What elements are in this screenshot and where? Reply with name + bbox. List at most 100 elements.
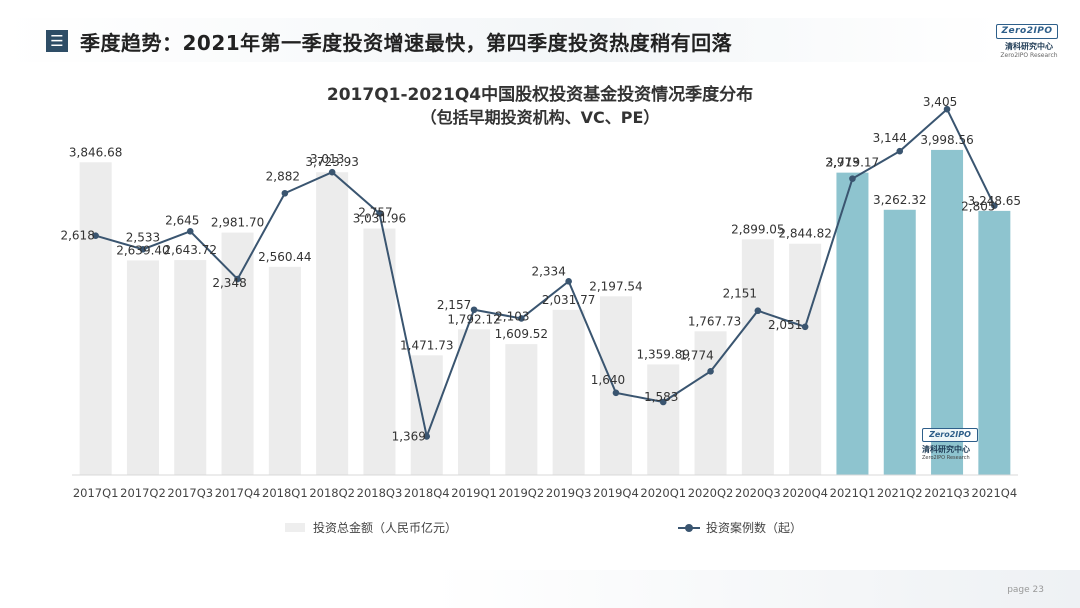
x-tick-2018Q4: 2018Q4 [404,486,450,500]
line-point-2019Q2 [518,315,525,322]
bar-2017Q3 [174,260,207,475]
header-bar [0,18,1000,62]
bar-label-2017Q4: 2,981.70 [211,216,264,230]
line-point-2017Q1 [92,232,99,239]
line-point-2019Q3 [565,278,572,285]
x-tick-2017Q3: 2017Q3 [167,486,213,500]
bar-2017Q1 [79,162,112,475]
x-tick-2017Q4: 2017Q4 [215,486,261,500]
line-label-2021Q2: 3,144 [873,131,907,145]
bar-2020Q1 [647,364,680,475]
bar-2019Q4 [599,296,632,475]
x-tick-2019Q2: 2019Q2 [499,486,545,500]
bar-2021Q1 [836,172,869,476]
bar-label-2020Q1: 1,359.89 [637,347,690,361]
zero2ipo-logo: Zero2IPO 清科研究中心 Zero2IPO Research [996,24,1062,60]
line-point-2021Q2 [896,147,904,155]
line-point-2018Q2 [328,168,336,176]
bar-2020Q3 [741,239,774,475]
bar-2021Q2 [883,209,916,475]
line-label-2019Q3: 2,334 [531,264,565,278]
menu-icon: ☰ [46,30,68,52]
legend-line: 投资案例数（起） [678,519,802,536]
bar-label-2017Q2: 2,639.40 [116,243,169,257]
line-point-2017Q3 [186,228,194,235]
x-tick-2020Q2: 2020Q2 [688,486,734,500]
legend-line-label: 投资案例数（起） [706,521,803,535]
line-label-2020Q1: 1,583 [644,390,678,404]
bar-2019Q3 [552,309,585,475]
bar-2017Q2 [126,260,159,475]
line-point-2020Q3 [754,307,762,315]
bar-2020Q4 [789,243,822,475]
line-point-2017Q2 [139,246,147,253]
line-label-2019Q4: 1,640 [591,373,625,387]
line-point-2021Q1 [849,175,856,182]
line-label-2018Q3: 2,757 [358,205,392,219]
line-label-2018Q4: 1,369 [392,429,426,443]
chart-subtitle: （包括早期投资机构、VC、PE） [420,108,660,127]
line-point-2019Q1 [470,306,478,314]
line-label-2021Q1: 2,973 [825,156,859,170]
line-label-2017Q3: 2,645 [165,213,199,227]
x-tick-2019Q3: 2019Q3 [546,486,592,500]
x-tick-2021Q4: 2021Q4 [972,486,1018,500]
chart-title: 2017Q1-2021Q4中国股权投资基金投资情况季度分布 [326,85,754,105]
x-tick-2021Q1: 2021Q1 [830,486,876,500]
line-label-2020Q3: 2,151 [723,287,757,301]
bar-label-2020Q3: 2,899.05 [731,222,784,236]
bar-label-2018Q2: 3,723.93 [305,155,358,169]
logo-cn-text: 清科研究中心 [1005,42,1053,51]
bar-label-2019Q2: 1,609.52 [495,327,548,341]
bar-label-2019Q3: 2,031.77 [542,293,595,307]
bar-2019Q2 [505,344,538,475]
bar-2021Q3 [931,149,964,476]
line-point-2020Q1 [659,398,667,406]
watermark-en-text: Zero2IPO Research [922,455,970,461]
line-series-path [95,107,996,440]
bar-label-2019Q4: 2,197.54 [589,279,642,293]
line-point-2021Q3 [943,105,951,113]
line-label-2019Q2: 2,103 [495,309,529,323]
legend-bar: 投资总金额（人民币亿元） [285,519,457,536]
bar-label-2017Q3: 2,643.72 [164,243,217,257]
logo-en-text: Zero2IPO Research [1000,52,1058,59]
bar-2018Q3 [363,228,396,475]
bar-2018Q4 [410,355,443,475]
line-label-2018Q1: 2,882 [266,169,300,183]
bar-label-2021Q2: 3,262.32 [873,193,926,207]
line-label-2019Q1: 2,157 [437,298,471,312]
line-point-2017Q4 [234,275,241,283]
line-label-2017Q1: 2,618 [60,229,94,243]
line-label-2020Q2: 1,774 [679,348,713,362]
bar-2017Q4 [221,232,254,475]
legend-bar-swatch [285,523,305,532]
x-tick-2020Q3: 2020Q3 [735,486,781,500]
bar-2019Q1 [458,329,491,475]
page-title: 季度趋势：2021年第一季度投资增速最快，第四季度投资热度稍有回落 [80,31,733,55]
line-point-2020Q2 [707,368,714,375]
line-point-2018Q4 [423,433,431,440]
x-tick-2020Q1: 2020Q1 [640,486,686,500]
line-label-2021Q4: 2,805 [961,200,995,214]
x-tick-2018Q2: 2018Q2 [309,486,355,500]
line-point-2019Q4 [612,389,620,397]
line-point-2018Q3 [376,210,383,217]
bar-label-2020Q4: 2,844.82 [778,227,831,241]
x-tick-2021Q3: 2021Q3 [924,486,970,500]
footer-band [0,570,1080,608]
watermark-mark: Zero2IPO [922,428,978,442]
line-label-2017Q4: 2,348 [212,276,246,290]
bar-label-2020Q2: 1,767.73 [688,314,741,328]
line-label-2018Q2: 3,013 [310,152,344,166]
bar-label-2021Q3: 3,998.56 [920,133,973,147]
bar-label-2021Q4: 3,248.65 [968,194,1021,208]
line-point-2018Q1 [281,189,289,197]
legend-line-swatch [678,523,700,533]
x-tick-2018Q3: 2018Q3 [357,486,403,500]
x-tick-2020Q4: 2020Q4 [782,486,828,500]
bar-2018Q1 [268,266,301,475]
bar-label-2019Q1: 1,792.12 [447,312,500,326]
legend-bar-label: 投资总金额（人民币亿元） [313,521,458,535]
bar-label-2018Q4: 1,471.73 [400,338,453,352]
